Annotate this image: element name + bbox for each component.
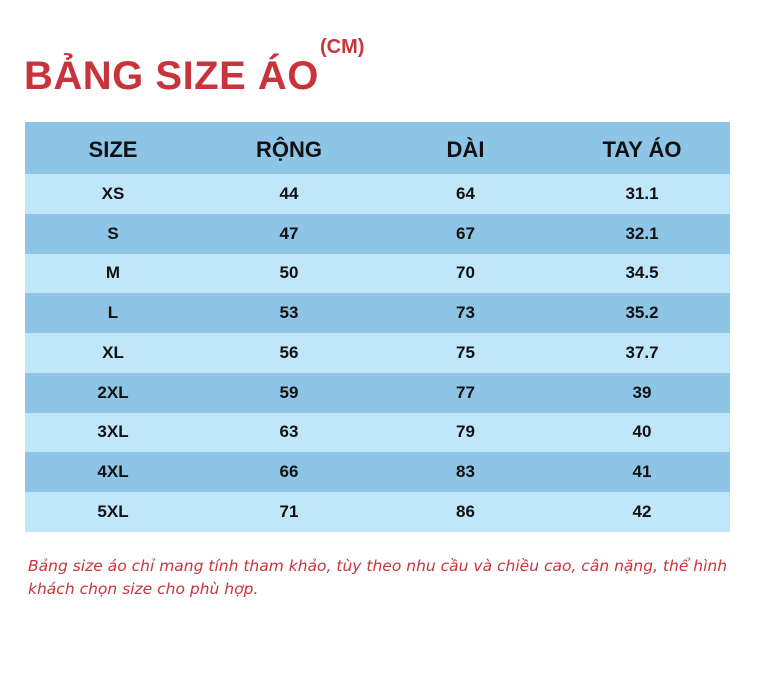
table-row: 3XL 63 79 40	[25, 412, 730, 453]
cell-width: 53	[279, 303, 299, 323]
cell-length: 86	[456, 501, 475, 521]
cell-size: XL	[102, 342, 124, 362]
cell-sleeve: 39	[632, 382, 652, 402]
cell-size: XS	[101, 183, 125, 203]
cell-length: 75	[456, 342, 475, 362]
cell-width: 66	[279, 462, 299, 482]
cell-length: 79	[456, 422, 475, 442]
cell-size: 4XL	[97, 462, 129, 482]
cell-width: 63	[279, 422, 299, 442]
column-header-length: DÀI	[446, 137, 485, 162]
table-row: 4XL 66 83 41	[25, 452, 730, 492]
cell-width: 59	[279, 382, 299, 402]
cell-width: 44	[279, 183, 299, 203]
table-row: L 53 73 35.2	[25, 293, 730, 333]
cell-length: 70	[456, 263, 475, 283]
page-title: BẢNG SIZE ÁO	[24, 54, 319, 98]
cell-size: 2XL	[97, 382, 129, 402]
cell-length: 64	[456, 183, 475, 203]
cell-sleeve: 31.1	[625, 183, 659, 203]
cell-width: 56	[279, 342, 299, 362]
column-header-width: RỘNG	[256, 137, 322, 162]
cell-sleeve: 37.7	[625, 342, 659, 362]
cell-sleeve: 40	[632, 422, 652, 442]
cell-size: 5XL	[97, 501, 129, 521]
table-row: 2XL 59 77 39	[25, 372, 730, 413]
unit-label: (CM)	[320, 36, 365, 58]
table-row: XL 56 75 37.7	[25, 333, 730, 373]
cell-length: 77	[456, 382, 475, 402]
cell-sleeve: 42	[632, 501, 652, 521]
table-row: XS 44 64 31.1	[25, 174, 730, 214]
cell-width: 47	[279, 223, 299, 243]
cell-length: 73	[456, 303, 475, 323]
cell-sleeve: 41	[632, 462, 652, 482]
cell-sleeve: 32.1	[625, 223, 659, 243]
cell-sleeve: 34.5	[625, 263, 659, 283]
column-header-sleeve: TAY ÁO	[602, 137, 682, 162]
cell-length: 67	[456, 223, 475, 243]
size-table: SIZE RỘNG DÀI TAY ÁO XS 44 64 31.1 S 47 …	[25, 122, 730, 532]
disclaimer-note: Bảng size áo chỉ mang tính tham khảo, tù…	[28, 557, 728, 598]
cell-length: 83	[456, 462, 475, 482]
cell-size: S	[107, 223, 119, 243]
cell-size: M	[105, 263, 121, 283]
table-row: M 50 70 34.5	[25, 253, 730, 294]
cell-sleeve: 35.2	[625, 303, 659, 323]
cell-size: 3XL	[97, 422, 129, 442]
table-row: 5XL 71 86 42	[25, 492, 730, 532]
table-header-row: SIZE RỘNG DÀI TAY ÁO	[25, 122, 730, 174]
table-row: S 47 67 32.1	[25, 213, 730, 254]
column-header-size: SIZE	[88, 137, 138, 162]
cell-width: 71	[279, 501, 299, 521]
cell-size: L	[107, 303, 119, 323]
cell-width: 50	[279, 263, 299, 283]
